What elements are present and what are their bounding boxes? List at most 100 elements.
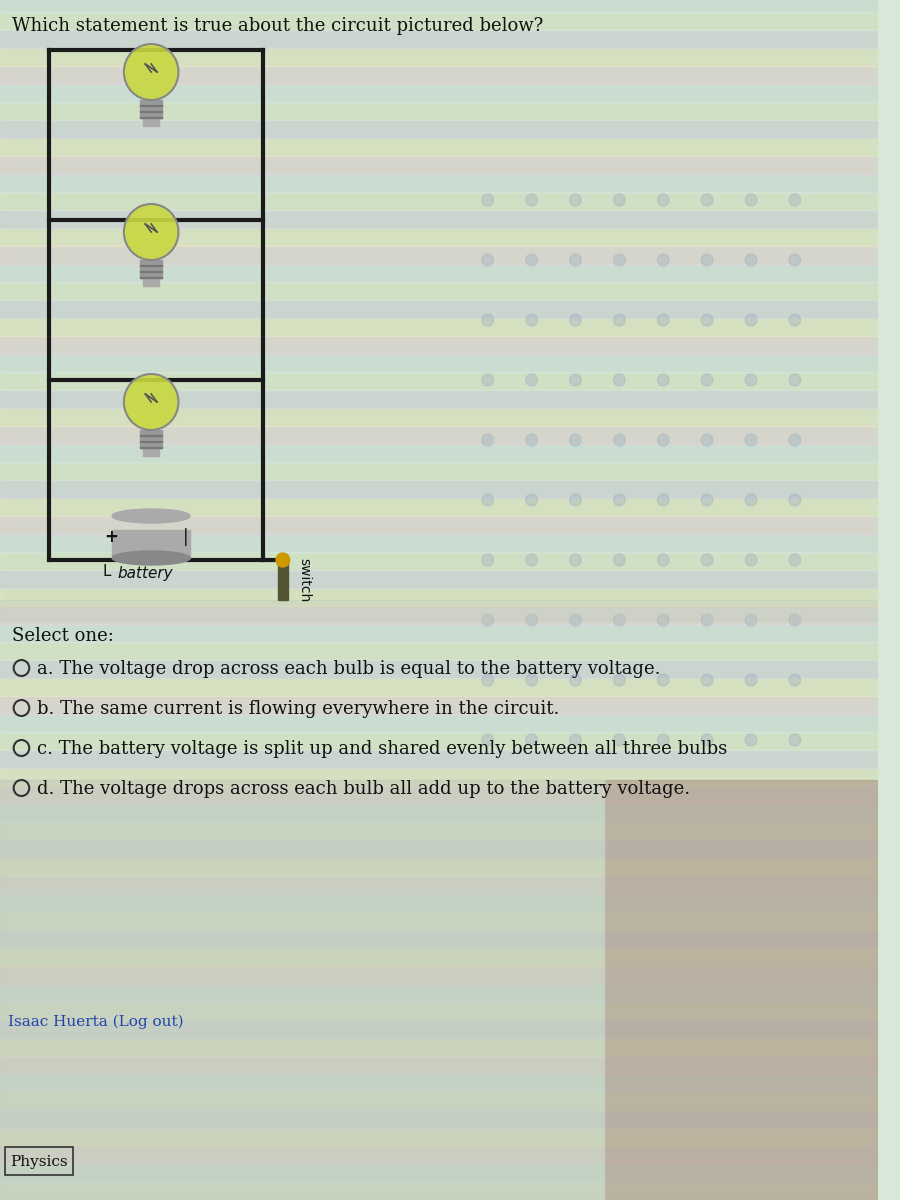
Text: |: | <box>183 528 188 546</box>
Bar <box>0 1038 878 1056</box>
Bar <box>0 894 878 912</box>
Circle shape <box>526 314 537 326</box>
Circle shape <box>482 434 493 446</box>
Bar <box>140 434 162 436</box>
Circle shape <box>789 614 801 626</box>
Circle shape <box>570 374 581 386</box>
Text: Which statement is true about the circuit pictured below?: Which statement is true about the circui… <box>12 17 543 35</box>
Bar <box>0 876 878 894</box>
Bar <box>143 448 159 456</box>
Bar <box>0 66 878 84</box>
Bar <box>0 966 878 984</box>
Bar <box>0 354 878 372</box>
Text: d. The voltage drops across each bulb all add up to the battery voltage.: d. The voltage drops across each bulb al… <box>37 780 690 798</box>
Circle shape <box>745 254 757 266</box>
Bar <box>0 498 878 516</box>
Bar <box>0 624 878 642</box>
Circle shape <box>482 494 493 506</box>
Circle shape <box>614 674 626 686</box>
Bar <box>143 278 159 286</box>
Bar <box>0 984 878 1002</box>
Bar <box>0 858 878 876</box>
Circle shape <box>526 734 537 746</box>
Bar <box>0 30 878 48</box>
Bar <box>0 210 878 228</box>
Circle shape <box>657 194 669 206</box>
Bar <box>0 840 878 858</box>
Bar <box>0 318 878 336</box>
Circle shape <box>789 374 801 386</box>
Bar <box>0 1074 878 1092</box>
Circle shape <box>614 254 626 266</box>
Circle shape <box>614 314 626 326</box>
Circle shape <box>789 674 801 686</box>
Bar <box>140 104 162 106</box>
Circle shape <box>657 554 669 566</box>
Circle shape <box>745 194 757 206</box>
Bar <box>0 174 878 192</box>
Bar <box>0 426 878 444</box>
Bar <box>4 1147 73 1175</box>
Bar <box>0 1146 878 1164</box>
Circle shape <box>657 434 669 446</box>
Bar <box>0 534 878 552</box>
Bar <box>0 300 878 318</box>
Circle shape <box>482 734 493 746</box>
Circle shape <box>657 314 669 326</box>
Bar <box>0 336 878 354</box>
Bar <box>0 750 878 768</box>
Bar <box>140 270 162 272</box>
Ellipse shape <box>112 509 190 523</box>
Circle shape <box>657 614 669 626</box>
Circle shape <box>526 254 537 266</box>
Circle shape <box>570 554 581 566</box>
Circle shape <box>701 254 713 266</box>
Circle shape <box>526 614 537 626</box>
Bar <box>0 570 878 588</box>
Bar <box>605 780 878 1200</box>
Bar <box>0 930 878 948</box>
Bar <box>0 786 878 804</box>
Circle shape <box>526 194 537 206</box>
Circle shape <box>701 314 713 326</box>
Circle shape <box>482 674 493 686</box>
Circle shape <box>482 254 493 266</box>
Bar <box>0 516 878 534</box>
Bar <box>143 118 159 126</box>
Circle shape <box>482 374 493 386</box>
Bar <box>0 48 878 66</box>
Circle shape <box>614 374 626 386</box>
Bar <box>0 678 878 696</box>
Bar <box>0 1128 878 1146</box>
Bar <box>0 372 878 390</box>
Text: c. The battery voltage is split up and shared evenly between all three bulbs: c. The battery voltage is split up and s… <box>37 740 727 758</box>
Circle shape <box>570 614 581 626</box>
Bar <box>140 116 162 118</box>
Circle shape <box>789 194 801 206</box>
Circle shape <box>526 434 537 446</box>
Circle shape <box>614 554 626 566</box>
Circle shape <box>789 254 801 266</box>
Bar <box>140 276 162 278</box>
Circle shape <box>570 254 581 266</box>
Bar <box>0 1020 878 1038</box>
Circle shape <box>745 494 757 506</box>
Circle shape <box>701 194 713 206</box>
Bar <box>0 264 878 282</box>
Bar <box>0 1002 878 1020</box>
Circle shape <box>657 494 669 506</box>
Bar <box>0 102 878 120</box>
Circle shape <box>701 434 713 446</box>
Bar <box>0 780 605 1200</box>
Circle shape <box>657 674 669 686</box>
Bar <box>0 12 878 30</box>
Circle shape <box>701 674 713 686</box>
Bar <box>140 446 162 448</box>
Bar <box>0 600 878 620</box>
Circle shape <box>701 554 713 566</box>
Circle shape <box>745 554 757 566</box>
Circle shape <box>789 554 801 566</box>
Bar <box>0 444 878 462</box>
Text: b. The same current is flowing everywhere in the circuit.: b. The same current is flowing everywher… <box>37 700 560 718</box>
Circle shape <box>570 734 581 746</box>
